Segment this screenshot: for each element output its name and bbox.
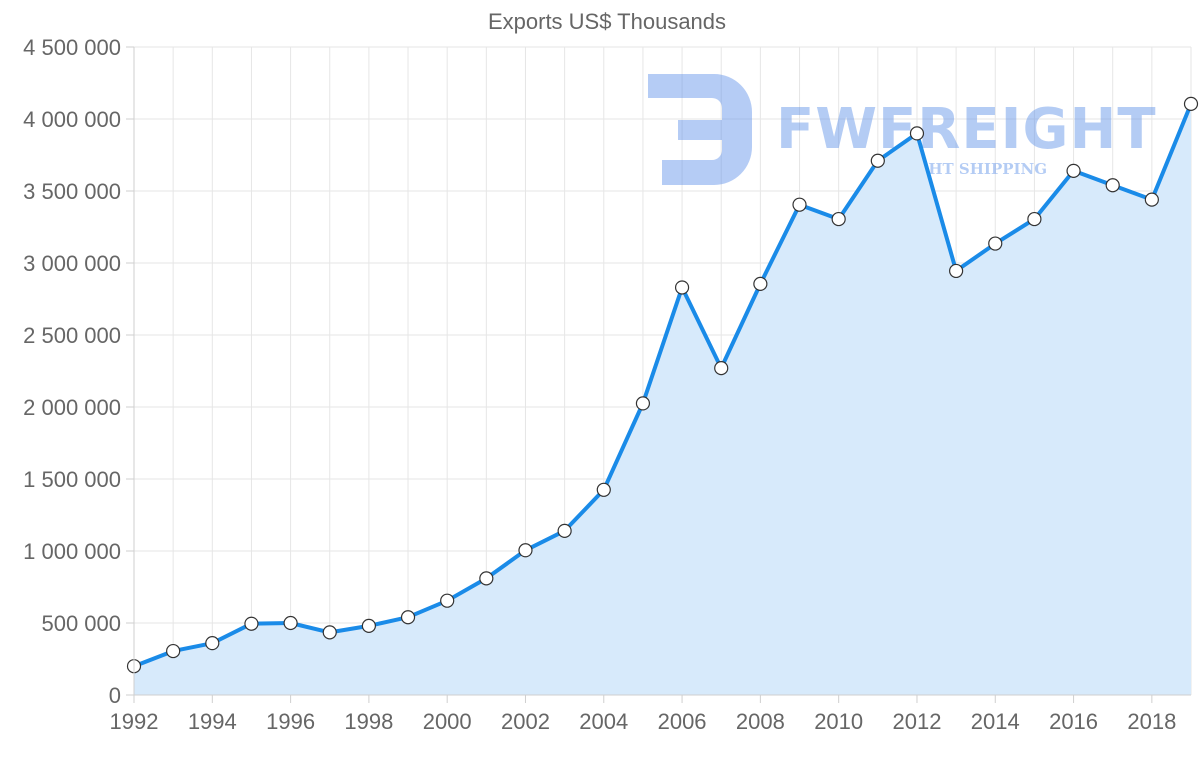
x-tick-label: 1998 — [344, 709, 393, 734]
data-point-2006[interactable] — [674, 280, 690, 295]
data-point-2007[interactable] — [714, 361, 729, 376]
data-point-2009[interactable] — [792, 197, 807, 212]
data-point-2008[interactable] — [753, 276, 768, 291]
x-tick-label: 2012 — [892, 709, 941, 734]
data-point-2003[interactable] — [557, 523, 572, 538]
y-tick-label: 3 000 000 — [23, 251, 121, 276]
data-point-2017[interactable] — [1105, 178, 1120, 193]
data-point-2019[interactable] — [1183, 96, 1199, 111]
series-line — [132, 101, 1193, 669]
data-point-1997[interactable] — [322, 625, 337, 640]
data-point-1995[interactable] — [244, 616, 259, 631]
y-tick-label: 2 500 000 — [23, 323, 121, 348]
data-point-1993[interactable] — [166, 643, 181, 659]
data-point-2015[interactable] — [1027, 211, 1042, 227]
data-point-2016[interactable] — [1066, 163, 1081, 178]
chart-title: Exports US$ Thousands — [488, 9, 726, 34]
x-tick-label: 2008 — [736, 709, 785, 734]
data-point-2002[interactable] — [518, 543, 533, 558]
x-tick-label: 2000 — [423, 709, 472, 734]
y-tick-label: 1 500 000 — [23, 467, 121, 492]
data-point-1996[interactable] — [283, 615, 298, 631]
x-tick-label: 2002 — [501, 709, 550, 734]
y-tick-label: 1 000 000 — [23, 539, 121, 564]
data-point-2001[interactable] — [479, 571, 494, 586]
y-tick-label: 4 500 000 — [23, 35, 121, 60]
x-tick-label: 2004 — [579, 709, 628, 734]
x-tick-label: 2014 — [971, 709, 1020, 734]
watermark-logo: FWFREIGHT FREIGHT SHIPPING — [648, 74, 1157, 185]
x-tick-label: 2010 — [814, 709, 863, 734]
data-point-2004[interactable] — [596, 482, 611, 497]
axes: 0 500 000 1 000 000 1 500 000 2 000 000 2 500… — [23, 35, 1191, 734]
area-fill-path — [134, 103, 1191, 695]
x-tick-label: 1994 — [188, 709, 237, 734]
data-point-1994[interactable] — [205, 636, 220, 651]
fw-logo-mark-icon — [648, 74, 752, 185]
y-tick-label: 2 000 000 — [23, 395, 121, 420]
x-tick-label: 2006 — [658, 709, 707, 734]
data-point-2018[interactable] — [1144, 192, 1159, 207]
data-point-2012[interactable] — [909, 126, 925, 141]
data-point-1999[interactable] — [400, 610, 416, 625]
data-point-2010[interactable] — [831, 211, 846, 227]
data-point-2011[interactable] — [870, 153, 885, 168]
x-tick-label: 1992 — [110, 709, 159, 734]
y-tick-label: 500 000 — [41, 611, 121, 636]
y-tick-label: 0 — [109, 683, 121, 708]
data-point-2000[interactable] — [440, 593, 455, 608]
x-tick-label: 1996 — [266, 709, 315, 734]
data-point-2005[interactable] — [635, 396, 651, 411]
watermark-brand: FWFREIGHT — [776, 97, 1157, 162]
x-tick-label: 2016 — [1049, 709, 1098, 734]
data-point-2013[interactable] — [949, 263, 964, 279]
area-fill — [134, 103, 1191, 695]
x-tick-label: 2018 — [1127, 709, 1176, 734]
data-point-2014[interactable] — [988, 236, 1003, 251]
y-tick-label: 3 500 000 — [23, 179, 121, 204]
y-tick-label: 4 000 000 — [23, 107, 121, 132]
data-point-1998[interactable] — [361, 618, 376, 633]
series-line-path — [132, 101, 1193, 669]
